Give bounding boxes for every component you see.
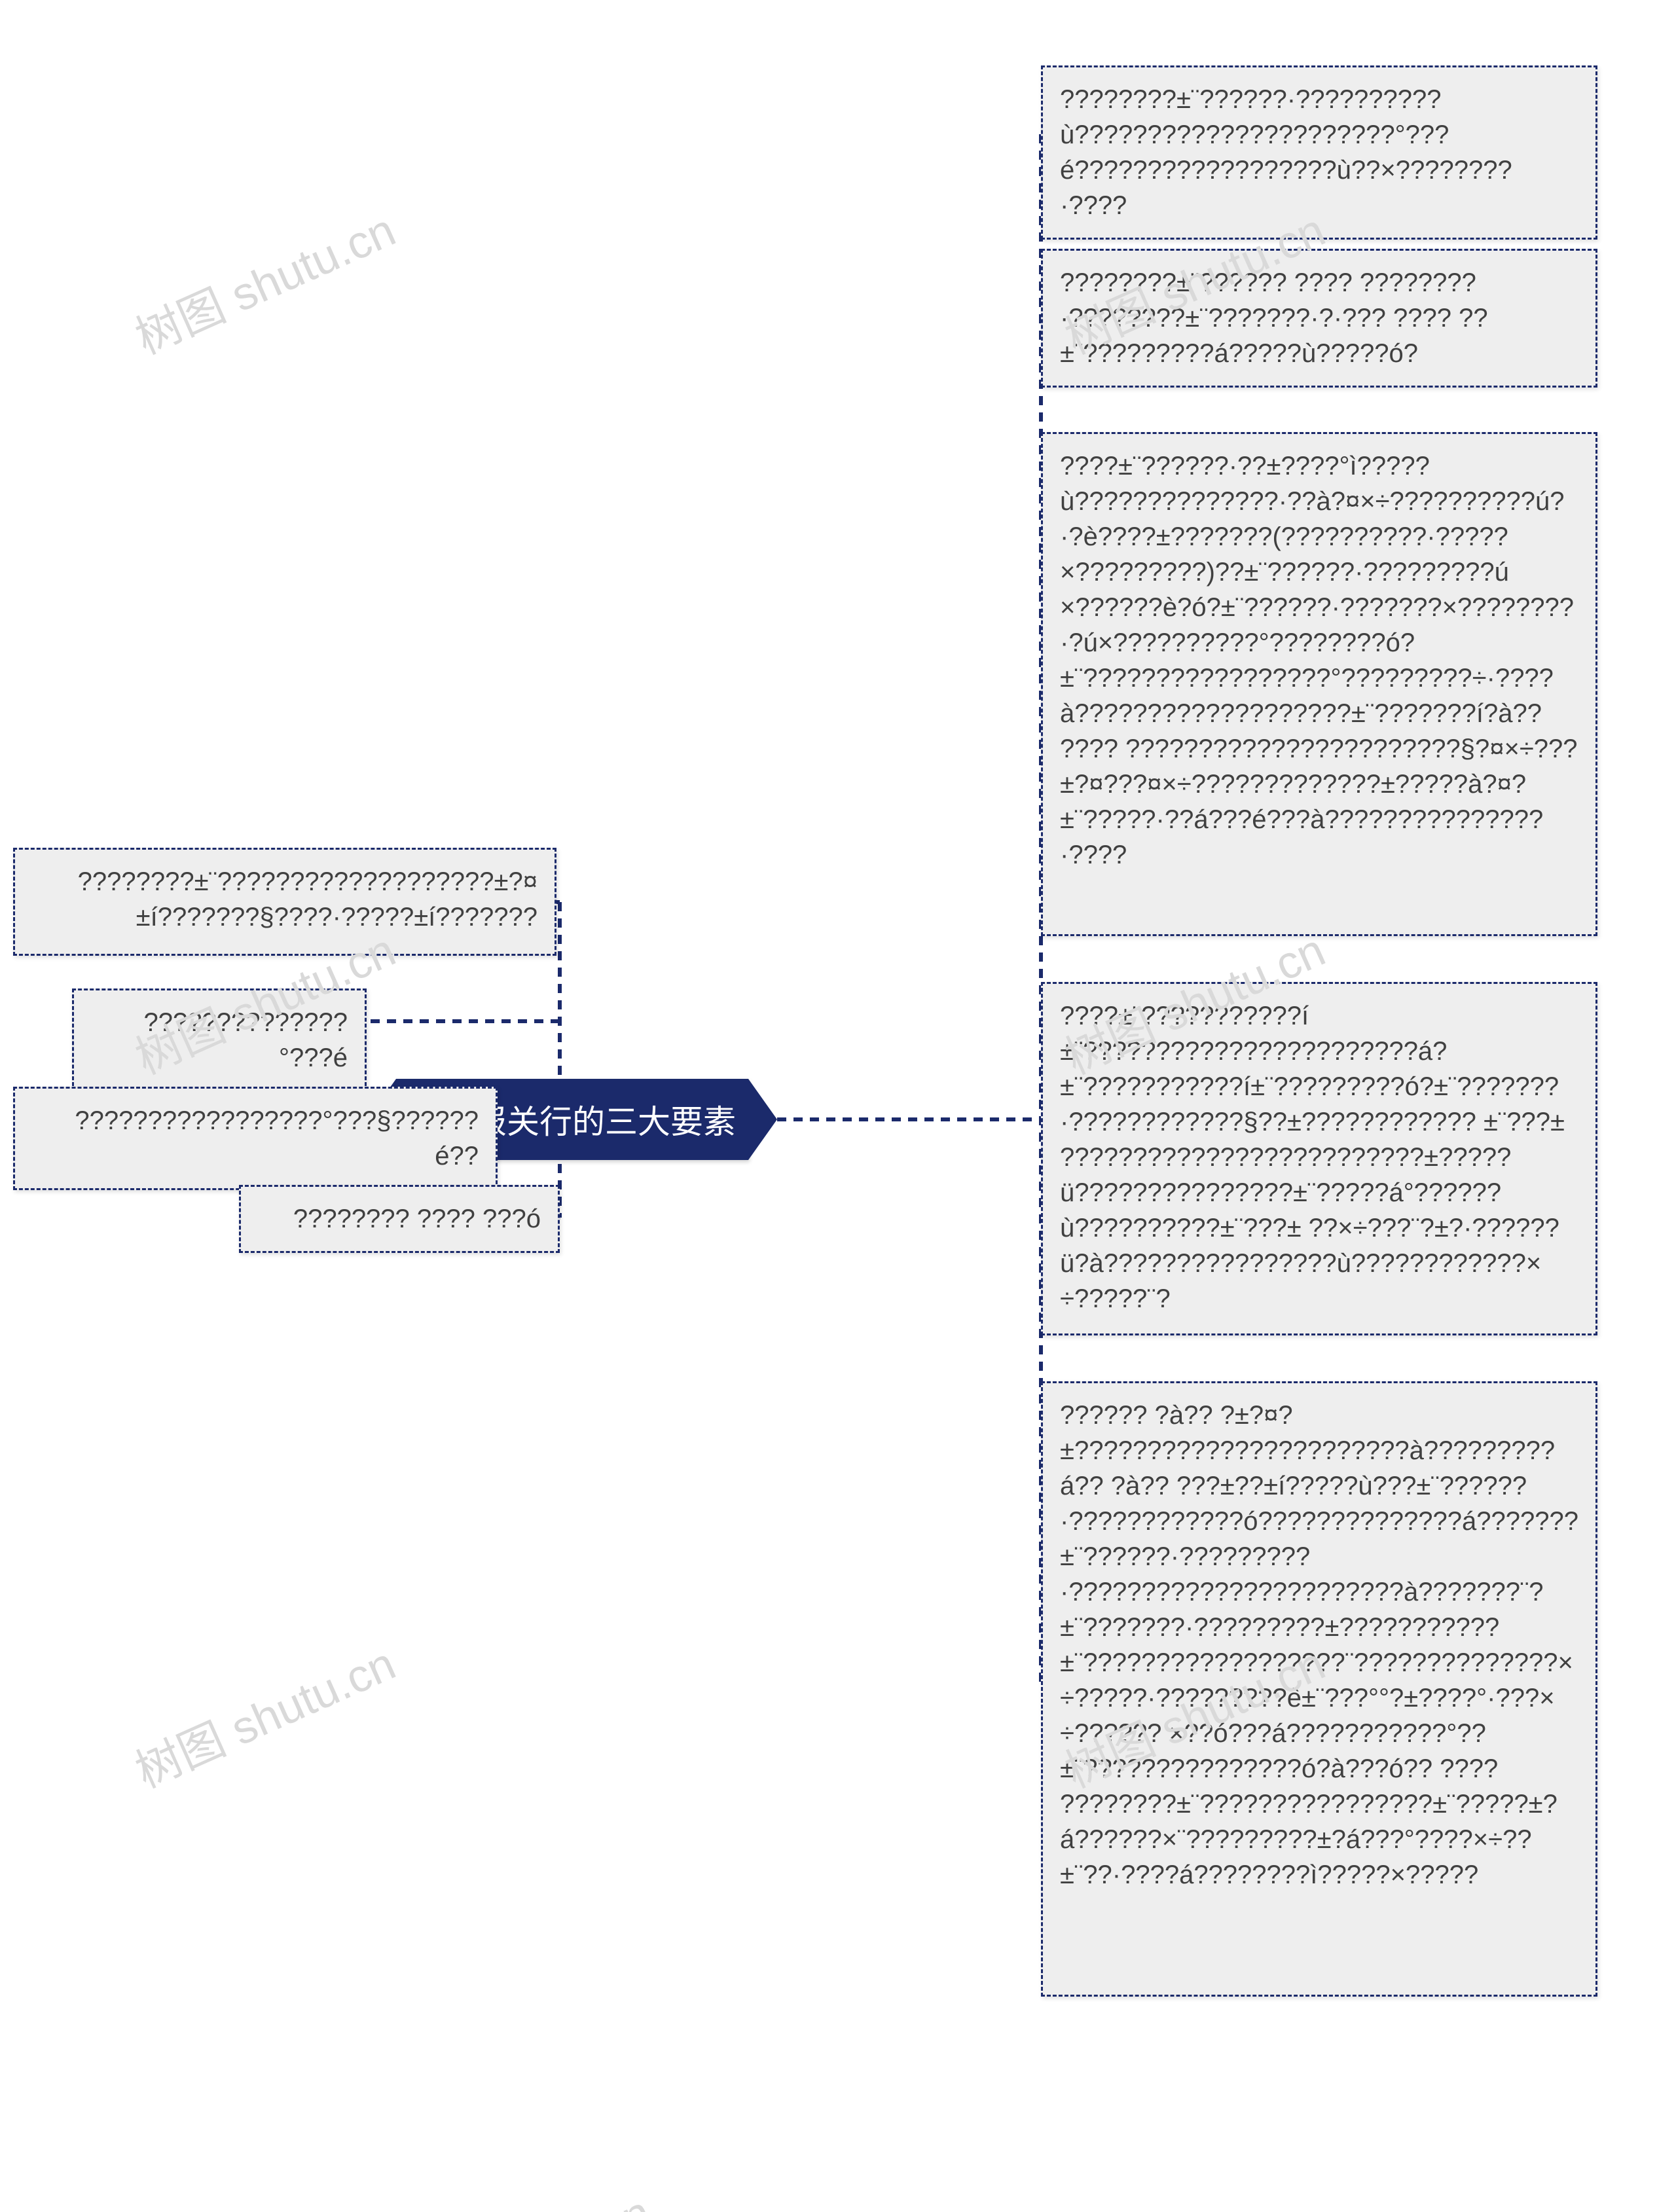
child-node-R2: ????????±¨?????? ???? ????????·????????±… xyxy=(1041,249,1597,388)
child-node-R1: ????????±¨??????·??????????ù????????????… xyxy=(1041,65,1597,240)
child-node-R4: ????±¨???????????í±¨????????????????????… xyxy=(1041,982,1597,1335)
child-node-text: ????????±¨???????????????????±?¤±í??????… xyxy=(78,867,537,932)
child-node-text: ?????????????????°???§??????é?? xyxy=(75,1106,479,1170)
watermark: .cn xyxy=(581,2186,658,2212)
child-node-text: ????????±¨??????·??????????ù????????????… xyxy=(1060,85,1512,220)
child-node-text: ??????????????°???é xyxy=(144,1008,348,1072)
child-node-text: ????±¨??????·??±????°ì?????ù????????????… xyxy=(1060,452,1578,869)
child-node-text: ?????? ?à?? ?±?¤?±??????????????????????… xyxy=(1060,1401,1578,1889)
child-node-L3: ?????????????????°???§??????é?? xyxy=(13,1087,498,1190)
watermark: 树图 shutu.cn xyxy=(124,1627,404,1801)
child-node-text: ????????±¨?????? ???? ????????·????????±… xyxy=(1060,268,1488,368)
child-node-L1: ????????±¨???????????????????±?¤±í??????… xyxy=(13,848,556,956)
mindmap-canvas: 选择报关行的三大要素 ????????±¨???????????????????… xyxy=(0,0,1676,2212)
child-node-L4: ???????? ???? ???ó xyxy=(239,1185,560,1253)
child-node-R3: ????±¨??????·??±????°ì?????ù????????????… xyxy=(1041,432,1597,936)
child-node-text: ???????? ???? ???ó xyxy=(293,1205,541,1233)
child-node-R5: ?????? ?à?? ?±?¤?±??????????????????????… xyxy=(1041,1381,1597,1997)
watermark: 树图 shutu.cn xyxy=(124,194,404,367)
child-node-L2: ??????????????°???é xyxy=(72,988,367,1092)
child-node-text: ????±¨???????????í±¨????????????????????… xyxy=(1060,1002,1565,1313)
